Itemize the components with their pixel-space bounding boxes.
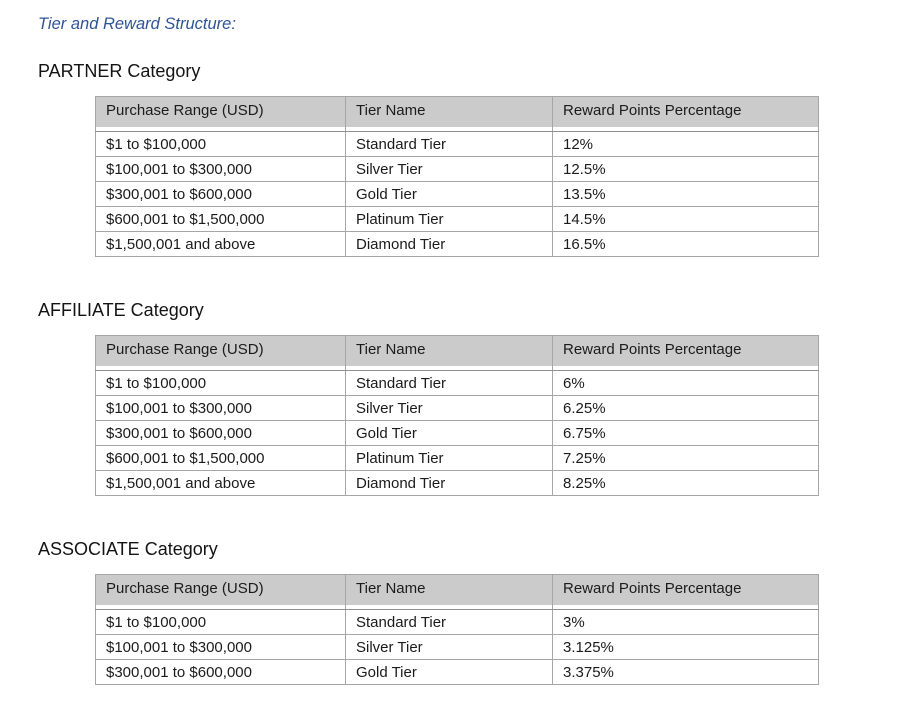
category-heading: PARTNER Category <box>38 61 201 81</box>
purchase-range-cell: $300,001 to $600,000 <box>95 659 346 685</box>
reward-points-percentage-cell: 12.5% <box>552 156 819 182</box>
purchase-range-cell: $600,001 to $1,500,000 <box>95 206 346 232</box>
tier-name-cell: Standard Tier <box>345 609 553 635</box>
tier-table: Purchase Range (USD) Tier Name Reward Po… <box>95 96 819 257</box>
purchase-range-cell: $300,001 to $600,000 <box>95 420 346 446</box>
reward-points-percentage-cell: 16.5% <box>552 231 819 257</box>
table-row: $300,001 to $600,000 Gold Tier 3.375% <box>95 659 819 685</box>
table-row: $100,001 to $300,000 Silver Tier 6.25% <box>95 395 819 421</box>
reward-points-percentage-cell: 14.5% <box>552 206 819 232</box>
purchase-range-cell: $1 to $100,000 <box>95 370 346 396</box>
purchase-range-cell: $600,001 to $1,500,000 <box>95 445 346 471</box>
table-header-row: Purchase Range (USD) Tier Name Reward Po… <box>95 574 819 605</box>
reward-points-percentage-cell: 7.25% <box>552 445 819 471</box>
tier-name-cell: Silver Tier <box>345 634 553 660</box>
table-row: $100,001 to $300,000 Silver Tier 12.5% <box>95 156 819 182</box>
category-sections-container: PARTNER Category Purchase Range (USD) Ti… <box>38 61 858 685</box>
purchase-range-cell: $1 to $100,000 <box>95 609 346 635</box>
column-header-tier-name: Tier Name <box>345 96 553 127</box>
tier-name-cell: Gold Tier <box>345 181 553 207</box>
tier-name-cell: Platinum Tier <box>345 445 553 471</box>
reward-points-percentage-cell: 6% <box>552 370 819 396</box>
table-row: $300,001 to $600,000 Gold Tier 13.5% <box>95 181 819 207</box>
tier-name-cell: Standard Tier <box>345 370 553 396</box>
tier-name-cell: Standard Tier <box>345 131 553 157</box>
category-heading: ASSOCIATE Category <box>38 539 218 559</box>
tier-name-cell: Diamond Tier <box>345 231 553 257</box>
tier-name-cell: Diamond Tier <box>345 470 553 496</box>
purchase-range-cell: $1 to $100,000 <box>95 131 346 157</box>
purchase-range-cell: $1,500,001 and above <box>95 231 346 257</box>
reward-points-percentage-cell: 3.375% <box>552 659 819 685</box>
table-row: $600,001 to $1,500,000 Platinum Tier 7.2… <box>95 445 819 471</box>
category-heading: AFFILIATE Category <box>38 300 204 320</box>
table-row: $1 to $100,000 Standard Tier 3% <box>95 609 819 635</box>
table-body: $1 to $100,000 Standard Tier 12% $100,00… <box>95 131 819 257</box>
category-section: AFFILIATE Category Purchase Range (USD) … <box>38 300 858 496</box>
column-header-reward-points-percentage: Reward Points Percentage <box>552 574 819 605</box>
tier-name-cell: Silver Tier <box>345 395 553 421</box>
table-row: $1 to $100,000 Standard Tier 6% <box>95 370 819 396</box>
table-body: $1 to $100,000 Standard Tier 3% $100,001… <box>95 609 819 685</box>
tier-table: Purchase Range (USD) Tier Name Reward Po… <box>95 574 819 685</box>
table-row: $1,500,001 and above Diamond Tier 16.5% <box>95 231 819 257</box>
purchase-range-cell: $100,001 to $300,000 <box>95 634 346 660</box>
reward-points-percentage-cell: 6.75% <box>552 420 819 446</box>
column-header-tier-name: Tier Name <box>345 574 553 605</box>
document-page: Tier and Reward Structure: PARTNER Categ… <box>38 15 858 685</box>
table-row: $1 to $100,000 Standard Tier 12% <box>95 131 819 157</box>
reward-points-percentage-cell: 8.25% <box>552 470 819 496</box>
purchase-range-cell: $300,001 to $600,000 <box>95 181 346 207</box>
category-section: PARTNER Category Purchase Range (USD) Ti… <box>38 61 858 257</box>
column-header-tier-name: Tier Name <box>345 335 553 366</box>
table-row: $100,001 to $300,000 Silver Tier 3.125% <box>95 634 819 660</box>
tier-table: Purchase Range (USD) Tier Name Reward Po… <box>95 335 819 496</box>
column-header-reward-points-percentage: Reward Points Percentage <box>552 335 819 366</box>
column-header-purchase-range: Purchase Range (USD) <box>95 574 346 605</box>
tier-name-cell: Gold Tier <box>345 659 553 685</box>
reward-points-percentage-cell: 6.25% <box>552 395 819 421</box>
tier-name-cell: Platinum Tier <box>345 206 553 232</box>
table-row: $300,001 to $600,000 Gold Tier 6.75% <box>95 420 819 446</box>
table-header-row: Purchase Range (USD) Tier Name Reward Po… <box>95 96 819 127</box>
table-row: $600,001 to $1,500,000 Platinum Tier 14.… <box>95 206 819 232</box>
purchase-range-cell: $100,001 to $300,000 <box>95 395 346 421</box>
table-body: $1 to $100,000 Standard Tier 6% $100,001… <box>95 370 819 496</box>
purchase-range-cell: $100,001 to $300,000 <box>95 156 346 182</box>
reward-points-percentage-cell: 12% <box>552 131 819 157</box>
tier-name-cell: Gold Tier <box>345 420 553 446</box>
column-header-reward-points-percentage: Reward Points Percentage <box>552 96 819 127</box>
column-header-purchase-range: Purchase Range (USD) <box>95 335 346 366</box>
tier-name-cell: Silver Tier <box>345 156 553 182</box>
table-row: $1,500,001 and above Diamond Tier 8.25% <box>95 470 819 496</box>
table-header-row: Purchase Range (USD) Tier Name Reward Po… <box>95 335 819 366</box>
category-section: ASSOCIATE Category Purchase Range (USD) … <box>38 539 858 685</box>
purchase-range-cell: $1,500,001 and above <box>95 470 346 496</box>
reward-points-percentage-cell: 3.125% <box>552 634 819 660</box>
reward-points-percentage-cell: 13.5% <box>552 181 819 207</box>
column-header-purchase-range: Purchase Range (USD) <box>95 96 346 127</box>
reward-points-percentage-cell: 3% <box>552 609 819 635</box>
document-title: Tier and Reward Structure: <box>38 15 236 33</box>
